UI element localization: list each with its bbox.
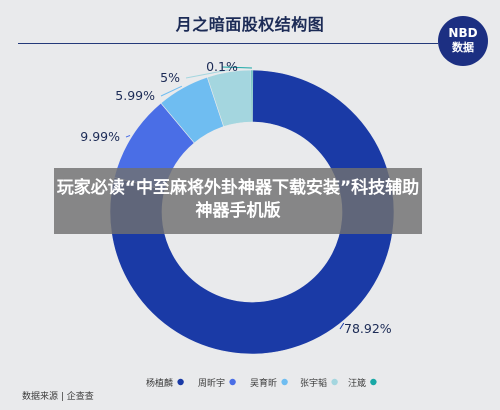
leader-line-1 bbox=[339, 322, 345, 330]
legend-label-5: 汪箴 bbox=[348, 377, 366, 389]
donut-slice-5 bbox=[250, 69, 254, 123]
slice-label-5: 0.1% bbox=[206, 59, 238, 74]
legend-marker-3 bbox=[281, 378, 288, 386]
legend-marker-4 bbox=[331, 378, 338, 386]
slice-label-2: 9.99% bbox=[80, 129, 120, 144]
chart-title: 月之暗面股权结构图 bbox=[175, 15, 325, 34]
slice-label-1: 78.92% bbox=[344, 321, 392, 336]
logo-text-line2: 数据 bbox=[452, 41, 474, 54]
legend-label-2: 周昕宇 bbox=[198, 377, 225, 389]
leader-line-2 bbox=[125, 135, 131, 138]
data-source-text: 数据来源 | 企查查 bbox=[22, 392, 94, 402]
slice-label-4: 5% bbox=[160, 70, 180, 85]
legend-label-4: 张宇韬 bbox=[300, 377, 327, 389]
overlay-banner: 玩家必读“中至麻将外卦神器下载安装”科技辅助神器手机版 bbox=[54, 168, 422, 234]
logo-text-line1: NBD bbox=[448, 26, 478, 40]
legend-label-3: 吴育昕 bbox=[250, 377, 277, 389]
legend-marker-1 bbox=[177, 378, 184, 386]
legend-marker-5 bbox=[370, 378, 377, 386]
legend-label-1: 杨植麟 bbox=[146, 377, 173, 389]
slice-label-3: 5.99% bbox=[115, 88, 155, 103]
leader-line-3 bbox=[160, 85, 183, 97]
title-underline bbox=[18, 43, 438, 44]
nbd-logo: NBD 数据 bbox=[438, 16, 488, 66]
leader-line-4 bbox=[185, 69, 229, 79]
legend-marker-2 bbox=[229, 378, 236, 386]
leader-line-5 bbox=[221, 66, 252, 69]
